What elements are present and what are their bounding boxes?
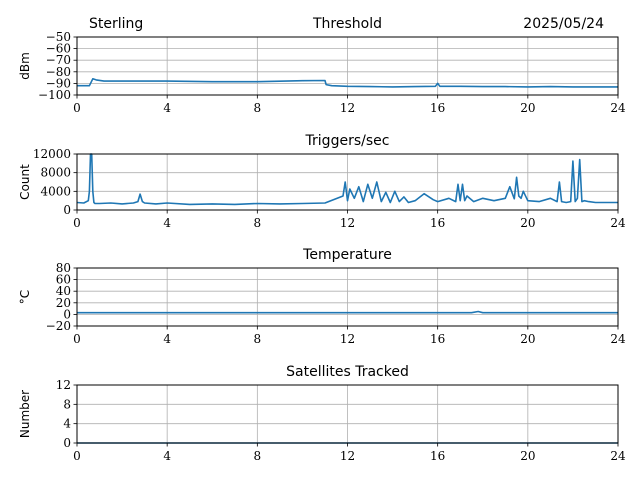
panel-4-ytick-label-0: 0	[63, 436, 71, 450]
panel-3-ytick-label-2: 20	[56, 296, 71, 310]
panel-3-xtick-label-6: 24	[610, 332, 626, 346]
panel-4-xtick-label-4: 16	[430, 449, 445, 463]
panel-2-xtick-label-2: 8	[254, 216, 262, 230]
panel-2-series-line-0	[76, 153, 618, 206]
panel-3-xtick-label-1: 4	[163, 332, 171, 346]
panel-1-xtick-label-5: 20	[520, 101, 535, 115]
panel-1-xtick-label-0: 0	[73, 101, 81, 115]
panel-3-xtick-label-5: 20	[520, 332, 535, 346]
panel-1-ytick-label-2: −80	[46, 65, 71, 79]
panel-3-xtick-label-3: 12	[340, 332, 355, 346]
panel-3-xtick-label-4: 16	[430, 332, 445, 346]
date-label: 2025/05/24	[523, 16, 604, 32]
panel-4-xtick-label-1: 4	[163, 449, 171, 463]
panel-2-xtick-label-4: 16	[430, 216, 445, 230]
panel-4-title: Satellites Tracked	[286, 364, 409, 380]
panel-3-ylabel: °C	[18, 290, 32, 304]
panel-2-ytick-label-1: 4000	[40, 184, 71, 198]
panel-2-ytick-label-3: 12000	[33, 147, 71, 161]
station-label: Sterling	[89, 16, 143, 32]
panel-3-ytick-label-1: 0	[63, 307, 71, 321]
panel-1-ytick-label-4: −60	[46, 42, 71, 56]
panel-3-title: Temperature	[302, 247, 392, 263]
panel-1-xtick-label-4: 16	[430, 101, 445, 115]
panel-3-ytick-label-5: 80	[56, 261, 71, 275]
panel-3-ytick-label-3: 40	[56, 284, 71, 298]
panel-2-title: Triggers/sec	[305, 133, 390, 149]
panel-4-ytick-label-2: 8	[63, 397, 71, 411]
panel-2-ytick-label-2: 8000	[40, 166, 71, 180]
panel-3-xtick-label-0: 0	[73, 332, 81, 346]
panel-1-title: Threshold	[312, 16, 382, 32]
panel-1-ylabel: dBm	[18, 52, 32, 80]
panel-2-xtick-label-5: 20	[520, 216, 535, 230]
panel-1-xtick-label-2: 8	[254, 101, 262, 115]
panel-4-xtick-label-6: 24	[610, 449, 626, 463]
panel-2-ytick-label-0: 0	[63, 203, 71, 217]
panel-3-xtick-label-2: 8	[254, 332, 262, 346]
panel-2-xtick-label-1: 4	[163, 216, 171, 230]
panel-4-ytick-label-3: 12	[56, 378, 71, 392]
panel-2-ylabel: Count	[18, 164, 32, 200]
panel-1-xtick-label-6: 24	[610, 101, 626, 115]
panel-4-xtick-label-0: 0	[73, 449, 81, 463]
panel-1-ytick-label-5: −50	[46, 30, 71, 44]
panel-3-ytick-label-0: −20	[46, 319, 71, 333]
panel-1-series-line-0	[77, 78, 618, 88]
panel-4-xtick-label-2: 8	[254, 449, 262, 463]
panel-4-xtick-label-5: 20	[520, 449, 535, 463]
panel-3-ytick-label-4: 60	[56, 273, 71, 287]
panel-4-xtick-label-3: 12	[340, 449, 355, 463]
panel-3-series-line-0	[77, 310, 618, 314]
panel-4-ylabel: Number	[18, 390, 32, 438]
panel-1-ytick-label-1: −90	[46, 76, 71, 90]
panel-2-xtick-label-6: 24	[610, 216, 626, 230]
panel-2-xtick-label-0: 0	[73, 216, 81, 230]
panel-1-ytick-label-0: −100	[38, 88, 71, 102]
panel-1-ytick-label-3: −70	[46, 53, 71, 67]
panel-2-xtick-label-3: 12	[340, 216, 355, 230]
panel-1-xtick-label-1: 4	[163, 101, 171, 115]
panel-1-xtick-label-3: 12	[340, 101, 355, 115]
panel-4-ytick-label-1: 4	[63, 417, 71, 431]
